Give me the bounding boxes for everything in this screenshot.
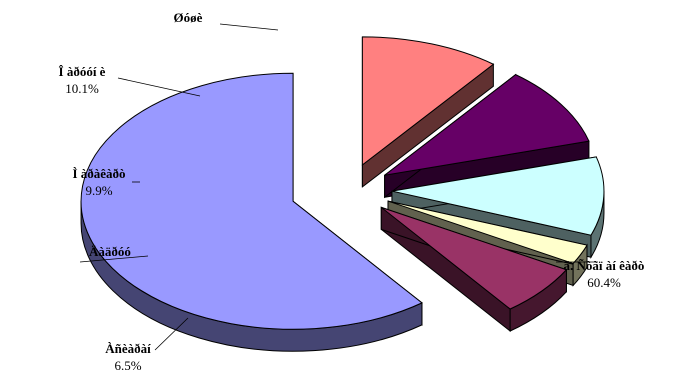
pie-slice-1 bbox=[380, 206, 568, 333]
leader-line bbox=[117, 77, 201, 97]
slice-value-label: 6.5% bbox=[114, 358, 141, 373]
pie-labels: ã. Ñòàï àí êàðò 60.4% Àñèàðàí 6.5% Äàäðóó Ì à… bbox=[59, 10, 645, 373]
pie-slice-4 bbox=[384, 73, 590, 199]
pie-slice-top bbox=[387, 200, 588, 265]
slice-label-1: Àñèàðàí 6.5% bbox=[105, 317, 189, 373]
slice-name-label: Øóøè bbox=[174, 10, 203, 25]
slice-name-label: Àñèàðàí bbox=[105, 341, 151, 356]
slice-label-4: Î àðóóí è 10.1% bbox=[59, 64, 201, 97]
slice-name-label: Ì àðàêàðò bbox=[72, 166, 125, 181]
slice-value-label: 9.9% bbox=[85, 183, 112, 198]
pie-slice-0 bbox=[80, 72, 423, 352]
leader-line bbox=[79, 255, 149, 263]
slice-value-label: 10.1% bbox=[65, 81, 99, 96]
pie-slice-top bbox=[80, 72, 423, 330]
slice-label-5: Øóøè bbox=[174, 10, 279, 31]
slice-name-label: Î àðóóí è bbox=[59, 64, 106, 79]
pie-slice-top bbox=[384, 74, 590, 176]
pie-slice-5 bbox=[361, 36, 495, 188]
pie-slice-top bbox=[391, 156, 605, 236]
pie-slices bbox=[80, 36, 605, 352]
slice-name-label: Äàäðóó bbox=[89, 244, 131, 259]
slice-value-label: 60.4% bbox=[587, 275, 621, 290]
slice-label-3: Ì àðàêàðò 9.9% bbox=[72, 166, 140, 198]
leader-line bbox=[219, 23, 279, 31]
pie-slice-top bbox=[380, 206, 568, 310]
slice-label-2: Äàäðóó bbox=[79, 244, 149, 263]
slice-label-0: ã. Ñòàï àí êàðò 60.4% bbox=[556, 258, 644, 290]
pie-slice-top bbox=[361, 36, 495, 166]
slice-name-label: ã. Ñòàï àí êàðò bbox=[564, 258, 645, 273]
leader-line bbox=[154, 317, 189, 351]
